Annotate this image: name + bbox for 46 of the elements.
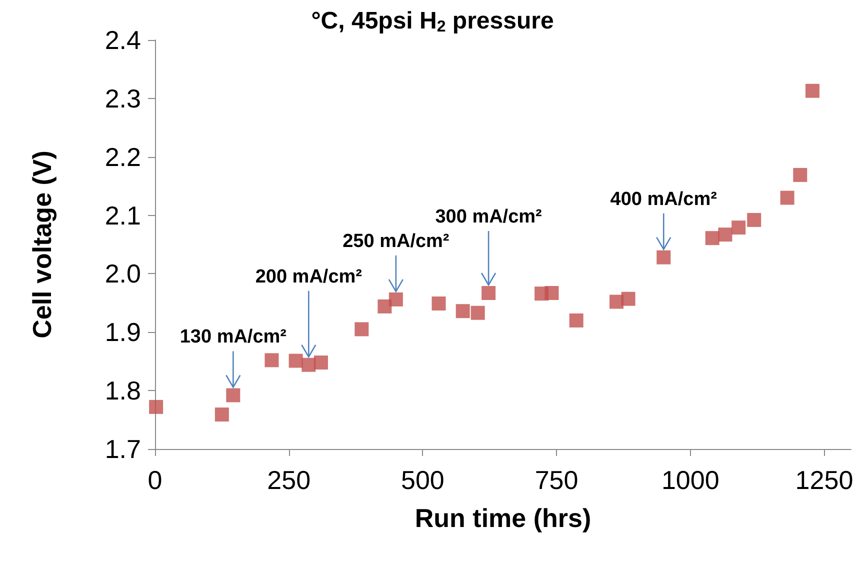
y-tick-label: 2.4 bbox=[104, 25, 141, 55]
point bbox=[456, 304, 470, 318]
point bbox=[718, 228, 732, 242]
point bbox=[264, 353, 279, 368]
point bbox=[705, 231, 720, 246]
annotation: 300 mA/cm² bbox=[435, 206, 542, 228]
x-tick-label: 750 bbox=[534, 465, 578, 495]
point bbox=[470, 306, 485, 320]
point bbox=[388, 292, 403, 306]
y-axis-title: Cell voltage (V) bbox=[27, 150, 57, 338]
point bbox=[482, 286, 496, 300]
y-tick-label: 2.1 bbox=[104, 200, 141, 230]
y-tick-label: 1.8 bbox=[104, 376, 141, 406]
point bbox=[732, 220, 746, 235]
point bbox=[354, 322, 369, 336]
point bbox=[569, 313, 584, 328]
y-tick-label: 2.0 bbox=[104, 258, 141, 289]
y-tick-label: 2.2 bbox=[104, 142, 141, 172]
x-tick-label: 250 bbox=[267, 465, 311, 495]
point bbox=[793, 168, 808, 182]
annotation: 130 mA/cm² bbox=[180, 326, 286, 348]
annotation: 250 mA/cm² bbox=[342, 230, 450, 252]
point bbox=[805, 84, 820, 98]
annotation: 200 mA/cm² bbox=[255, 266, 362, 288]
y-tick-label: 1.7 bbox=[104, 434, 141, 464]
point bbox=[288, 354, 303, 368]
point bbox=[214, 408, 229, 422]
x-tick-label: 1000 bbox=[661, 465, 720, 495]
x-tick-label: 0 bbox=[148, 465, 162, 495]
x-tick-label: 1250 bbox=[795, 465, 854, 495]
point bbox=[432, 296, 446, 311]
y-tick-label: 1.9 bbox=[104, 317, 141, 348]
point bbox=[302, 358, 316, 372]
point bbox=[149, 400, 164, 414]
point bbox=[314, 356, 328, 370]
point bbox=[226, 388, 240, 402]
point bbox=[544, 286, 559, 300]
point bbox=[780, 190, 794, 205]
point bbox=[656, 250, 671, 264]
point bbox=[378, 299, 392, 314]
point bbox=[621, 292, 636, 306]
y-tick-label: 2.3 bbox=[104, 83, 141, 114]
annotation: 400 mA/cm² bbox=[610, 188, 717, 210]
x-tick-label: 500 bbox=[400, 465, 444, 495]
point bbox=[747, 212, 762, 227]
x-axis-title: Run time (hrs) bbox=[414, 503, 592, 533]
